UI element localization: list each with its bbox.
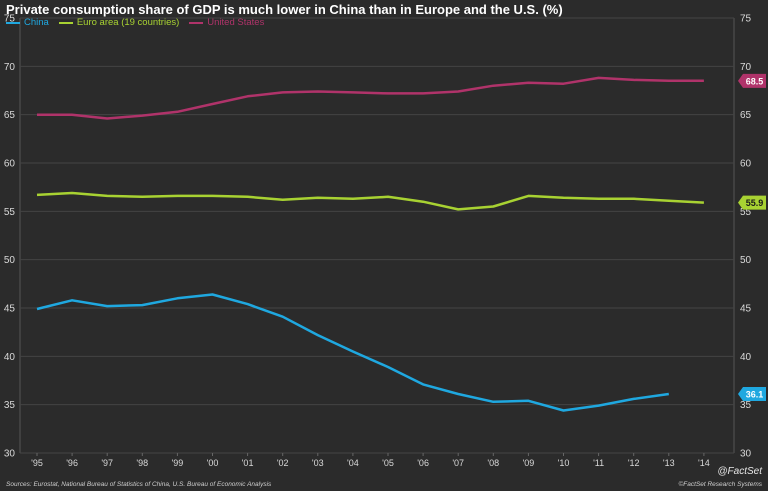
x-tick-label: '03 bbox=[312, 458, 324, 468]
y-tick-label-right: 35 bbox=[740, 400, 752, 411]
end-label-tag-2 bbox=[738, 73, 766, 88]
y-tick-label-left: 60 bbox=[4, 159, 16, 170]
x-tick-label: '06 bbox=[417, 458, 429, 468]
legend-item-united-states: United States bbox=[189, 17, 264, 28]
x-tick-label: '99 bbox=[172, 458, 184, 468]
legend-swatch-united-states bbox=[189, 21, 204, 24]
series-line-0 bbox=[36, 293, 669, 412]
x-tick-label: '12 bbox=[628, 458, 640, 468]
legend-swatch-euro-area bbox=[58, 21, 73, 24]
y-tick-label-right: 65 bbox=[740, 110, 752, 121]
y-tick-label-left: 40 bbox=[4, 352, 16, 363]
legend-label-china: China bbox=[24, 17, 49, 28]
x-tick-label: '10 bbox=[558, 458, 570, 468]
x-tick-label: '95 bbox=[31, 458, 43, 468]
copyright-note: ©FactSet Research Systems bbox=[678, 481, 762, 488]
y-tick-label-right: 40 bbox=[740, 352, 752, 363]
y-tick-label-left: 55 bbox=[4, 207, 16, 218]
x-tick-label: '00 bbox=[207, 458, 219, 468]
sources-note: Sources: Eurostat, National Bureau of St… bbox=[6, 481, 272, 488]
y-tick-label-right: 50 bbox=[740, 255, 752, 266]
y-tick-label-left: 65 bbox=[4, 110, 16, 121]
end-label-1: 55.9 bbox=[746, 198, 764, 208]
legend-item-china: China bbox=[6, 17, 49, 28]
end-label-2: 68.5 bbox=[746, 76, 764, 86]
x-tick-label: '07 bbox=[452, 458, 464, 468]
y-tick-label-left: 35 bbox=[4, 400, 16, 411]
y-tick-label-left: 70 bbox=[4, 62, 16, 73]
x-tick-label: '14 bbox=[698, 458, 710, 468]
series-line-1 bbox=[36, 191, 704, 211]
y-tick-label-right: 75 bbox=[740, 14, 752, 25]
y-tick-label-left: 45 bbox=[4, 304, 16, 315]
y-tick-label-right: 30 bbox=[740, 449, 752, 460]
legend-item-euro-area: Euro area (19 countries) bbox=[58, 17, 180, 28]
x-tick-label: '02 bbox=[277, 458, 289, 468]
x-tick-label: '01 bbox=[242, 458, 254, 468]
x-tick-label: '98 bbox=[136, 458, 148, 468]
legend-label-united-states: United States bbox=[207, 17, 265, 28]
legend-swatch-china bbox=[6, 21, 20, 24]
x-tick-label: '05 bbox=[382, 458, 394, 468]
y-tick-label-right: 60 bbox=[740, 159, 752, 170]
y-tick-label-right: 55 bbox=[740, 207, 752, 218]
end-label-0: 36.1 bbox=[746, 390, 764, 400]
x-tick-label: '96 bbox=[66, 458, 78, 468]
x-tick-label: '13 bbox=[663, 458, 675, 468]
x-tick-label: '08 bbox=[487, 458, 499, 468]
x-tick-label: '09 bbox=[523, 458, 535, 468]
x-tick-label: '97 bbox=[101, 458, 113, 468]
x-tick-label: '11 bbox=[593, 458, 604, 468]
chart-title: Private consumption share of GDP is much… bbox=[6, 2, 563, 17]
x-tick-label: '04 bbox=[347, 458, 359, 468]
legend: China Euro area (19 countries) United St… bbox=[6, 17, 264, 28]
end-label-tag-1 bbox=[738, 195, 766, 210]
brand-label: @FactSet bbox=[717, 466, 762, 477]
y-tick-label-left: 30 bbox=[4, 449, 16, 460]
legend-label-euro-area: Euro area (19 countries) bbox=[76, 17, 180, 28]
y-tick-label-right: 45 bbox=[740, 304, 752, 315]
y-tick-label-right: 70 bbox=[740, 62, 752, 73]
end-label-tag-0 bbox=[738, 387, 766, 402]
series-line-2 bbox=[37, 76, 704, 120]
y-tick-label-left: 50 bbox=[4, 255, 16, 266]
y-tick-label-left: 75 bbox=[4, 14, 16, 25]
